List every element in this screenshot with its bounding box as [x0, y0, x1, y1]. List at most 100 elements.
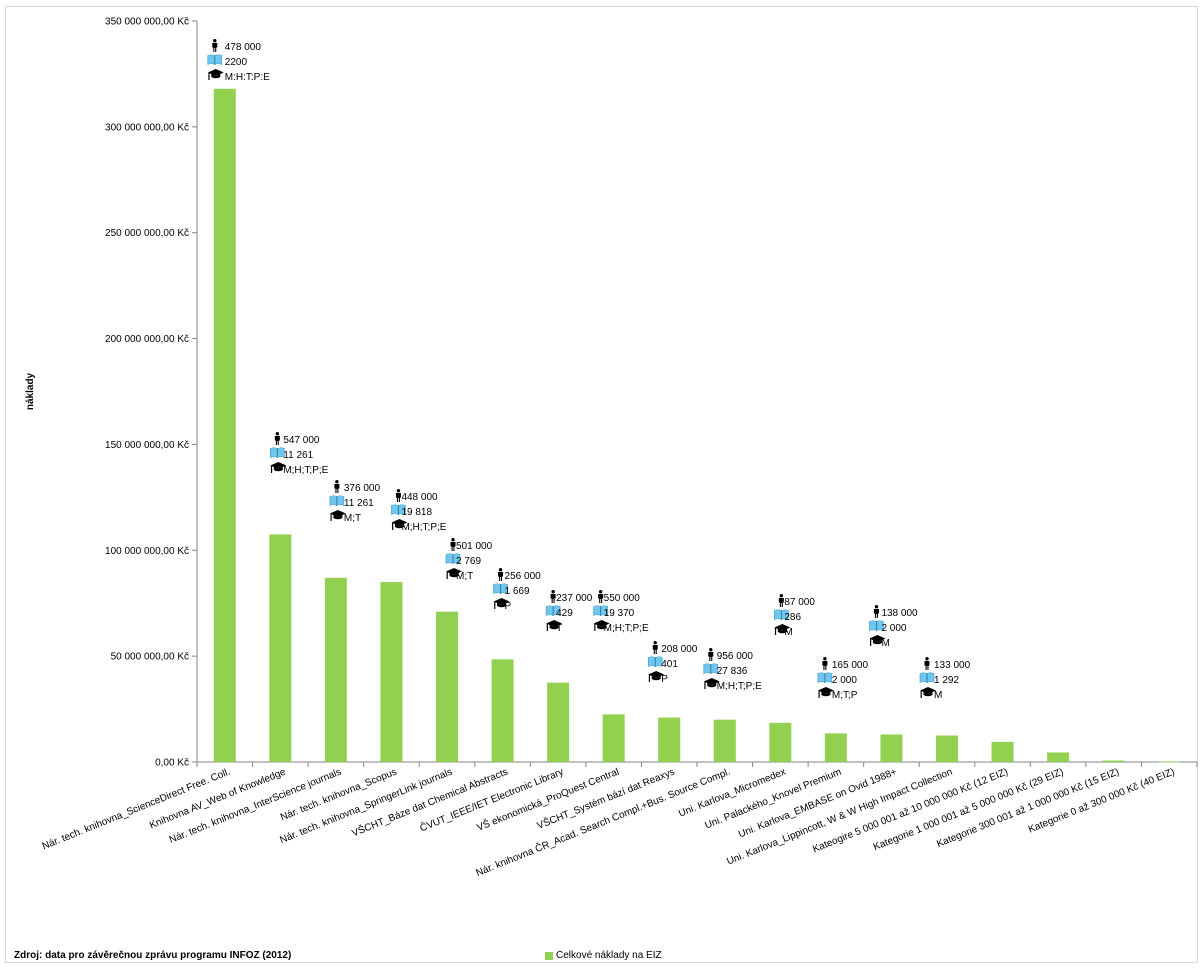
annotation-users: 478 000: [225, 42, 262, 53]
y-axis-title: náklady: [25, 372, 36, 410]
annotation-fields: M:H:T:P:E: [225, 72, 270, 83]
graduation-cap-icon: [648, 671, 665, 682]
legend: Celkové náklady na EIZ: [545, 950, 662, 961]
annotation-group: 448 000 19 818 M;H;T;P;E: [391, 489, 447, 533]
graduation-cap-icon: [869, 635, 886, 646]
annotation-fields: M: [934, 690, 942, 701]
source-note: Zdroj: data pro závěrečnou zprávu progra…: [14, 950, 292, 961]
bar: [436, 611, 458, 762]
annotation-fields: M;T;P: [832, 690, 858, 701]
annotation-fields: T: [556, 623, 562, 634]
book-icon: [545, 605, 561, 616]
annotation-users: 237 000: [556, 593, 593, 604]
bar: [380, 582, 403, 762]
book-icon: [817, 672, 833, 683]
annotation-users: 165 000: [832, 660, 869, 671]
annotation-fields: M: [881, 638, 889, 649]
annotation-group: 376 000 11 261 M;T: [329, 480, 381, 524]
annotation-fields: M;H;T;P;E: [401, 522, 446, 533]
person-icon: [708, 648, 714, 661]
annotation-group: 133 000 1 292 M: [919, 657, 971, 701]
bar: [658, 717, 681, 762]
graduation-cap-icon: [270, 462, 287, 473]
book-icon: [270, 447, 285, 458]
annotation-users: 376 000: [344, 483, 381, 494]
bar: [824, 733, 847, 762]
y-tick-label: 200 000 000,00 Kč: [105, 334, 189, 345]
graduation-cap-icon: [817, 687, 834, 698]
bar: [269, 534, 292, 762]
annotation-group: 208 000 401 P: [647, 641, 698, 685]
y-tick-label: 150 000 000,00 Kč: [105, 440, 189, 451]
annotation-titles: 11 261: [344, 498, 374, 509]
annotation-group: 165 000 2 000 M;T;P: [817, 657, 869, 701]
annotation-titles: 19 818: [401, 507, 432, 518]
annotation-fields: M;T: [456, 571, 473, 582]
bar: [1102, 760, 1125, 762]
book-icon: [919, 672, 935, 683]
bar: [547, 682, 570, 762]
book-icon: [593, 605, 608, 616]
annotation-titles: 286: [784, 612, 801, 623]
annotation-group: 256 000 1 669 P: [493, 568, 542, 612]
person-icon: [274, 432, 280, 445]
annotation-titles: 19 370: [604, 608, 635, 619]
book-icon: [207, 54, 223, 65]
person-icon: [450, 538, 456, 551]
annotation-users: 448 000: [401, 492, 438, 503]
bar: [769, 722, 792, 762]
person-icon: [822, 657, 828, 670]
annotation-users: 208 000: [661, 644, 698, 655]
graduation-cap-icon: [207, 69, 224, 80]
graduation-cap-icon: [593, 620, 610, 631]
bar: [713, 719, 736, 762]
graduation-cap-icon: [703, 678, 720, 689]
annotation-users: 547 000: [283, 435, 320, 446]
annotation-fields: P: [505, 601, 512, 612]
bar: [991, 741, 1014, 762]
annotation-group: 547 000 11 261 M;H;T;P;E: [270, 432, 329, 476]
graduation-cap-icon: [329, 510, 346, 521]
legend-swatch: [545, 951, 553, 960]
y-tick-label: 0,00 Kč: [155, 758, 189, 769]
book-icon: [647, 656, 663, 667]
annotation-users: 256 000: [505, 571, 542, 582]
annotation-users: 133 000: [934, 660, 971, 671]
chart-frame: [5, 6, 1198, 963]
book-icon: [329, 495, 345, 506]
graduation-cap-icon: [493, 598, 510, 609]
annotation-titles: 2 000: [832, 675, 857, 686]
bar: [1047, 752, 1070, 762]
book-icon: [493, 583, 508, 594]
person-icon: [873, 605, 879, 618]
annotation-group: 237 000 429 T: [545, 590, 593, 634]
annotation-users: 550 000: [604, 593, 641, 604]
y-tick-label: 300 000 000,00 Kč: [105, 122, 189, 133]
y-tick-label: 250 000 000,00 Kč: [105, 228, 189, 239]
person-icon: [334, 480, 340, 493]
annotation-titles: 1 669: [505, 586, 530, 597]
annotation-users: 138 000: [881, 608, 918, 619]
annotation-group: 478 000 2200 M:H:T:P:E: [207, 39, 270, 83]
y-tick-label: 50 000 000,00 Kč: [111, 652, 189, 663]
annotation-group: 87 000 286 M: [774, 594, 815, 638]
annotation-fields: P: [661, 674, 668, 685]
annotation-group: 501 000 2 769 M;T: [445, 538, 493, 582]
bar: [1158, 761, 1181, 763]
annotation-group: 956 000 27 836 M;H;T;P;E: [703, 648, 762, 692]
bar: [491, 659, 514, 762]
graduation-cap-icon: [446, 568, 462, 579]
graduation-cap-icon: [546, 620, 563, 631]
annotation-titles: 2200: [225, 57, 248, 68]
graduation-cap-icon: [391, 519, 408, 530]
book-icon: [391, 504, 406, 515]
annotation-fields: M: [784, 627, 792, 638]
annotation-titles: 1 292: [934, 675, 959, 686]
annotation-group: 550 000 19 370 M;H;T;P;E: [593, 590, 649, 634]
annotation-group: 138 000 2 000 M: [869, 605, 918, 649]
annotation-titles: 401: [661, 659, 678, 670]
annotation-fields: M;T: [344, 513, 361, 524]
annotation-fields: M;H;T;P;E: [604, 623, 649, 634]
annotation-titles: 2 769: [456, 556, 481, 567]
